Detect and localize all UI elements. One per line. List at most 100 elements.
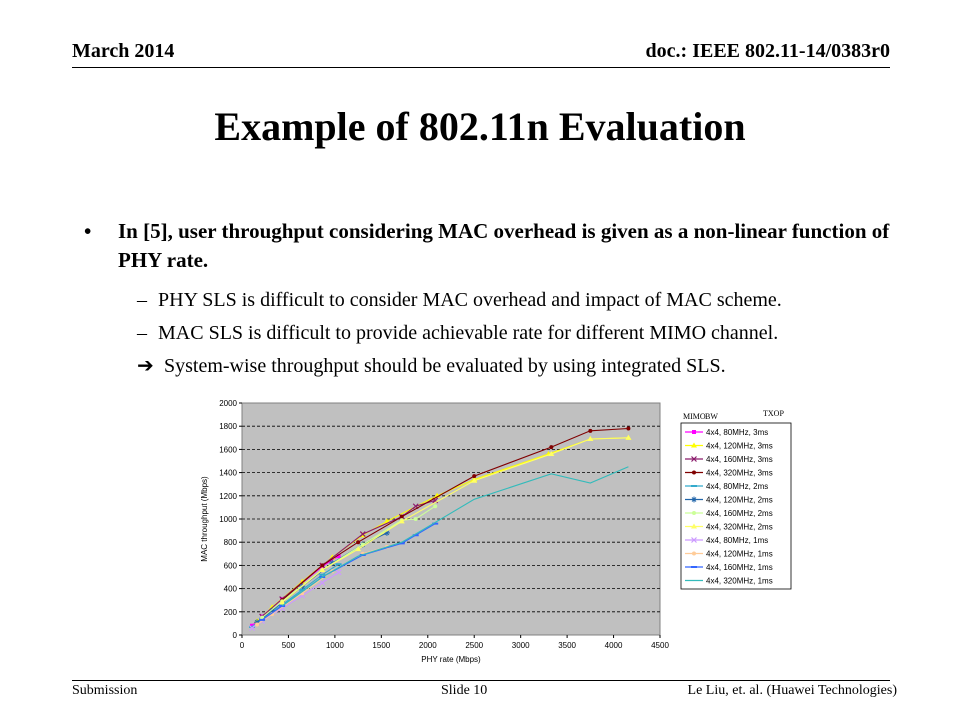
data-point <box>319 567 326 573</box>
y-tick-label: 400 <box>224 585 238 594</box>
y-tick-label: 200 <box>224 608 238 617</box>
header-doc-id: doc.: IEEE 802.11-14/0383r0 <box>645 40 890 62</box>
dash-marker: – <box>137 289 147 311</box>
data-point <box>625 434 632 440</box>
legend-label: 4x4, 80MHz, 1ms <box>706 536 768 545</box>
x-tick-label: 3000 <box>512 641 530 650</box>
data-point <box>433 504 438 509</box>
data-point <box>279 599 286 605</box>
legend-entry: 4x4, 120MHz, 3ms <box>685 442 773 451</box>
header-rule <box>72 67 890 68</box>
x-tick-label: 2000 <box>419 641 437 650</box>
x-tick-label: 1000 <box>326 641 344 650</box>
data-point <box>383 518 390 524</box>
legend-label: 4x4, 120MHz, 1ms <box>706 550 773 559</box>
data-point <box>549 445 554 450</box>
series-line <box>281 437 629 603</box>
legend-entry: 4x4, 320MHz, 2ms <box>685 523 773 532</box>
legend-label: 4x4, 320MHz, 2ms <box>706 523 773 532</box>
footer-submission: Submission <box>72 683 138 698</box>
sub-bullet-1-text: PHY SLS is difficult to consider MAC ove… <box>158 289 782 311</box>
legend-label: 4x4, 160MHz, 3ms <box>706 455 773 464</box>
legend-entry: 4x4, 320MHz, 3ms <box>685 469 773 478</box>
data-point <box>626 426 631 431</box>
legend-label: 4x4, 160MHz, 1ms <box>706 563 773 572</box>
data-point <box>250 623 255 628</box>
x-axis-label: PHY rate (Mbps) <box>421 655 481 664</box>
legend-entry: 4x4, 160MHz, 3ms <box>685 455 773 464</box>
data-point <box>269 607 276 614</box>
legend-marker <box>691 442 697 448</box>
series-12 <box>281 466 629 607</box>
footer-authors: Le Liu, et. al. (Huawei Technologies) <box>687 683 897 698</box>
data-point <box>356 540 361 545</box>
legend-marker <box>691 566 697 568</box>
legend-header-bw: BW <box>705 412 718 421</box>
sub-bullet-3-text: System-wise throughput should be evaluat… <box>164 355 726 377</box>
data-point <box>249 625 256 628</box>
data-point <box>335 569 342 576</box>
x-tick-label: 4000 <box>605 641 623 650</box>
data-point <box>336 554 341 559</box>
x-tick-label: 1500 <box>372 641 390 650</box>
legend-header-mimo: MIMO <box>683 412 706 421</box>
data-point <box>299 578 306 584</box>
y-tick-label: 1200 <box>219 492 237 501</box>
y-tick-label: 0 <box>233 631 238 640</box>
x-tick-label: 3500 <box>558 641 576 650</box>
legend-entry: 4x4, 80MHz, 3ms <box>685 428 768 437</box>
legend-entry: 4x4, 160MHz, 2ms <box>685 509 773 518</box>
data-point <box>359 531 366 538</box>
legend-entry: 4x4, 120MHz, 1ms <box>685 550 773 559</box>
data-point <box>355 546 362 552</box>
data-point <box>471 477 478 483</box>
data-point <box>432 522 439 525</box>
arrow-right-icon: ➔ <box>137 355 154 377</box>
data-point <box>412 534 419 537</box>
x-tick-label: 2500 <box>465 641 483 650</box>
data-point <box>299 588 306 591</box>
data-point <box>335 563 342 566</box>
legend-label: 4x4, 120MHz, 2ms <box>706 496 773 505</box>
slide-title: Example of 802.11n Evaluation <box>214 104 746 149</box>
header-date: March 2014 <box>72 40 175 62</box>
data-point <box>398 518 405 524</box>
x-tick-label: 500 <box>282 641 296 650</box>
y-tick-label: 600 <box>224 561 238 570</box>
footer-rule <box>72 680 890 681</box>
y-tick-label: 1600 <box>219 445 237 454</box>
y-tick-label: 1000 <box>219 515 237 524</box>
y-tick-label: 1400 <box>219 469 237 478</box>
data-point <box>383 529 390 536</box>
bullet-dot-icon: • <box>84 219 92 243</box>
legend-label: 4x4, 320MHz, 3ms <box>706 469 773 478</box>
data-point <box>319 573 326 576</box>
legend-label: 4x4, 320MHz, 1ms <box>706 577 773 586</box>
data-point <box>319 579 326 586</box>
data-point <box>259 618 266 621</box>
legend-marker <box>692 470 696 475</box>
series-line <box>281 466 629 607</box>
data-point <box>249 625 255 631</box>
data-point <box>398 542 405 545</box>
legend-marker <box>692 430 696 434</box>
y-tick-label: 800 <box>224 538 238 547</box>
y-tick-label: 2000 <box>219 399 237 408</box>
legend-label: 4x4, 80MHz, 2ms <box>706 482 768 491</box>
dash-marker: – <box>137 322 147 344</box>
series-line <box>256 546 388 626</box>
throughput-chart: 0 200 400 600 800 1000 1200 1400 1600 1800 2000 0 50… <box>200 399 792 664</box>
x-tick-label: 0 <box>240 641 245 650</box>
legend-entry: 4x4, 80MHz, 2ms <box>685 482 768 491</box>
data-point <box>588 428 593 433</box>
y-axis-label: MAC throughput (Mbps) <box>200 476 209 562</box>
legend-label: 4x4, 120MHz, 3ms <box>706 442 773 451</box>
legend-header-txop: TXOP <box>763 409 784 418</box>
series-8 <box>279 434 632 605</box>
footer-slide-number: Slide 10 <box>441 683 488 698</box>
legend-marker <box>692 551 696 556</box>
legend-marker <box>692 511 696 515</box>
main-bullet-text: In [5], user throughput considering MAC … <box>118 219 890 272</box>
data-point <box>548 451 555 457</box>
plot-area <box>241 402 661 636</box>
